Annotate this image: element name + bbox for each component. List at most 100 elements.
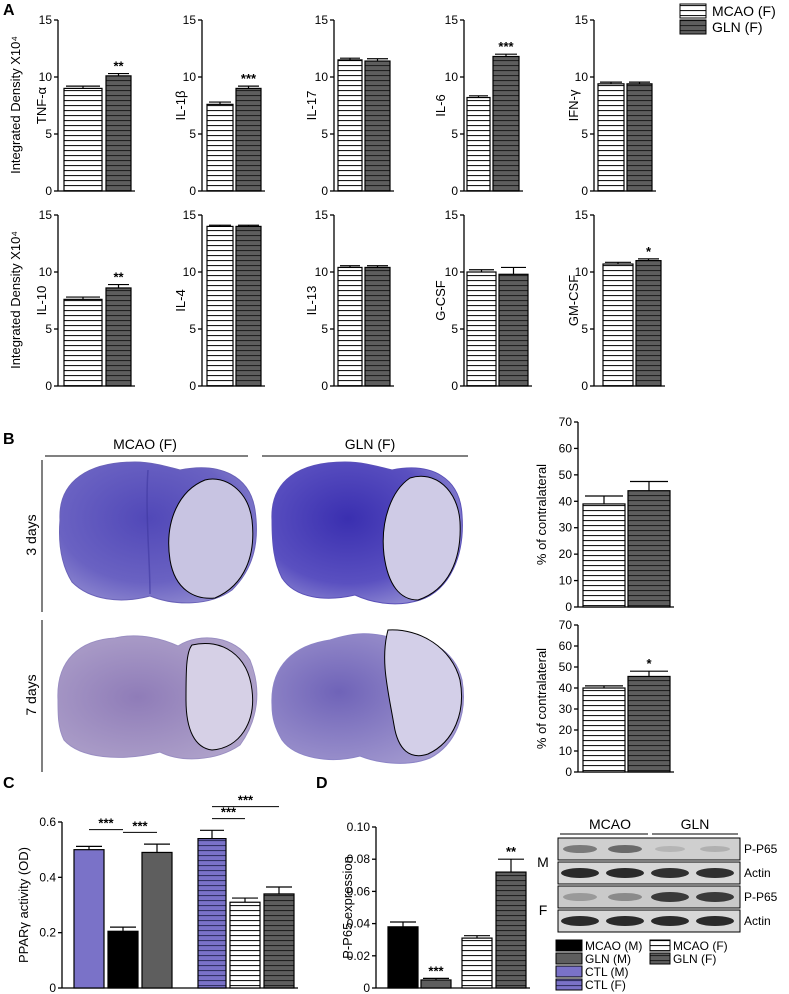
il6-tick-label: 15 [445, 13, 459, 27]
panel-b-col2-title: GLN (F) [345, 436, 396, 452]
legend-swatch-mcao-f [679, 3, 707, 19]
legend-swatch-mcao-f-cd [649, 939, 671, 952]
pparg-bar [197, 837, 227, 989]
legend-label-ctl-m: CTL (M) [585, 965, 629, 979]
pp65-bar [461, 937, 493, 989]
blot-band [606, 916, 644, 926]
pparg-ylabel: PPARγ activity (OD) [16, 847, 31, 963]
il10-significance: ** [113, 270, 124, 285]
pparg-bar [107, 930, 139, 989]
b3days-tick-label: 40 [559, 494, 573, 508]
il4-tick-label: 0 [189, 379, 196, 393]
il1b-bar [206, 103, 234, 192]
pp65-significance: *** [428, 963, 444, 978]
il6-ylabel: IL-6 [433, 94, 448, 116]
il17-ylabel: IL-17 [304, 91, 319, 121]
il4-bar [235, 225, 262, 387]
pparg-bracket-label: *** [221, 805, 237, 820]
il10-bar [63, 298, 103, 387]
gmcsf-bar [602, 263, 634, 387]
gmcsf-significance: * [646, 244, 652, 259]
pp65-bar [495, 871, 527, 989]
brain-section-mcao-7days [57, 635, 258, 760]
ifng-bar [597, 83, 625, 192]
b3days-tick-label: 0 [565, 600, 572, 614]
pparg-bracket-label: *** [98, 816, 114, 831]
blot-row-f-label: F [539, 902, 548, 918]
pparg-tick-label: 0 [49, 981, 56, 994]
pparg-tick-label: 0.6 [39, 815, 56, 829]
blot-row-m-label: M [537, 854, 549, 870]
il1b-tick-label: 0 [189, 184, 196, 198]
il10-ylabel: IL-10 [34, 286, 49, 316]
panel-label-d: D [316, 775, 328, 792]
il4-tick-label: 10 [183, 265, 197, 279]
legend-label-mcao-m: MCAO (M) [585, 939, 642, 953]
il13-tick-label: 5 [321, 322, 328, 336]
il4-tick-label: 5 [189, 322, 196, 336]
b3days-tick-label: 70 [559, 415, 573, 429]
il4-bar [206, 225, 234, 387]
pparg-tick-label: 0.4 [39, 870, 56, 884]
tnf-bar [105, 75, 132, 192]
pp65-significance: ** [506, 844, 517, 859]
tnf-tick-label: 10 [39, 70, 53, 84]
blot-band [608, 845, 642, 853]
tnf-ylabel: TNF-α [34, 86, 49, 124]
ifng-tick-label: 15 [575, 13, 589, 27]
blot-band [655, 846, 685, 852]
charts-layer: 051015TNF-α**051015IL-1β***051015IL-1705… [16, 13, 674, 994]
gmcsf-tick-label: 15 [575, 208, 589, 222]
il1b-tick-label: 10 [183, 70, 197, 84]
legend-a: MCAO (F) GLN (F) [679, 3, 776, 35]
brain-section-gln-7days [271, 629, 464, 764]
blot-band [563, 845, 597, 853]
pparg-bar [229, 901, 261, 989]
brain-section-gln-3days [271, 461, 463, 605]
tnf-bar [63, 87, 103, 192]
il1b-ylabel: IL-1β [173, 91, 188, 121]
gcsf-tick-label: 15 [445, 208, 459, 222]
blot-f-actin-label: Actin [744, 914, 771, 928]
ifng-bar [626, 83, 653, 192]
il6-tick-label: 5 [451, 127, 458, 141]
gmcsf-ylabel: GM-CSF [566, 275, 581, 326]
b3days-bar [582, 503, 626, 608]
b7days-tick-label: 30 [559, 702, 573, 716]
il17-tick-label: 15 [315, 13, 329, 27]
b3days-tick-label: 20 [559, 547, 573, 561]
il17-bar [337, 59, 363, 192]
gcsf-ylabel: G-CSF [433, 280, 448, 321]
il13-bar [364, 266, 391, 387]
b3days-tick-label: 60 [559, 441, 573, 455]
blot-f-p65-label: P-P65 [744, 890, 778, 904]
legend-swatch-gln-m [555, 952, 583, 965]
il17-tick-label: 5 [321, 127, 328, 141]
b7days-tick-label: 50 [559, 660, 573, 674]
il1b-significance: *** [241, 71, 257, 86]
ifng-ylabel: IFN-γ [566, 89, 581, 121]
panel-b-row2-label: 7 days [23, 674, 39, 715]
b3days-tick-label: 10 [559, 574, 573, 588]
legend-swatch-gln-f-cd [649, 952, 671, 965]
b7days-tick-label: 40 [559, 681, 573, 695]
b7days-significance: * [646, 656, 652, 671]
pp65-tick-label: 0.02 [347, 949, 371, 963]
blot-m-p65-strip [557, 837, 741, 861]
panel-label-b: B [3, 431, 15, 448]
pp65-tick-label: 0.10 [347, 820, 371, 834]
b7days-tick-label: 0 [565, 765, 572, 779]
legend-swatch-gln-f [679, 19, 707, 35]
blot-group-gln-label: GLN [681, 816, 710, 832]
pparg-bracket-label: *** [238, 793, 254, 808]
b3days-tick-label: 30 [559, 521, 573, 535]
il10-tick-label: 0 [45, 379, 52, 393]
il6-bar [492, 55, 520, 192]
panel-label-a: A [3, 2, 15, 19]
blot-band [696, 868, 734, 878]
il10-tick-label: 5 [45, 322, 52, 336]
panel-label-c: C [3, 775, 15, 792]
il1b-tick-label: 5 [189, 127, 196, 141]
gmcsf-tick-label: 0 [581, 379, 588, 393]
il6-significance: *** [498, 39, 514, 54]
